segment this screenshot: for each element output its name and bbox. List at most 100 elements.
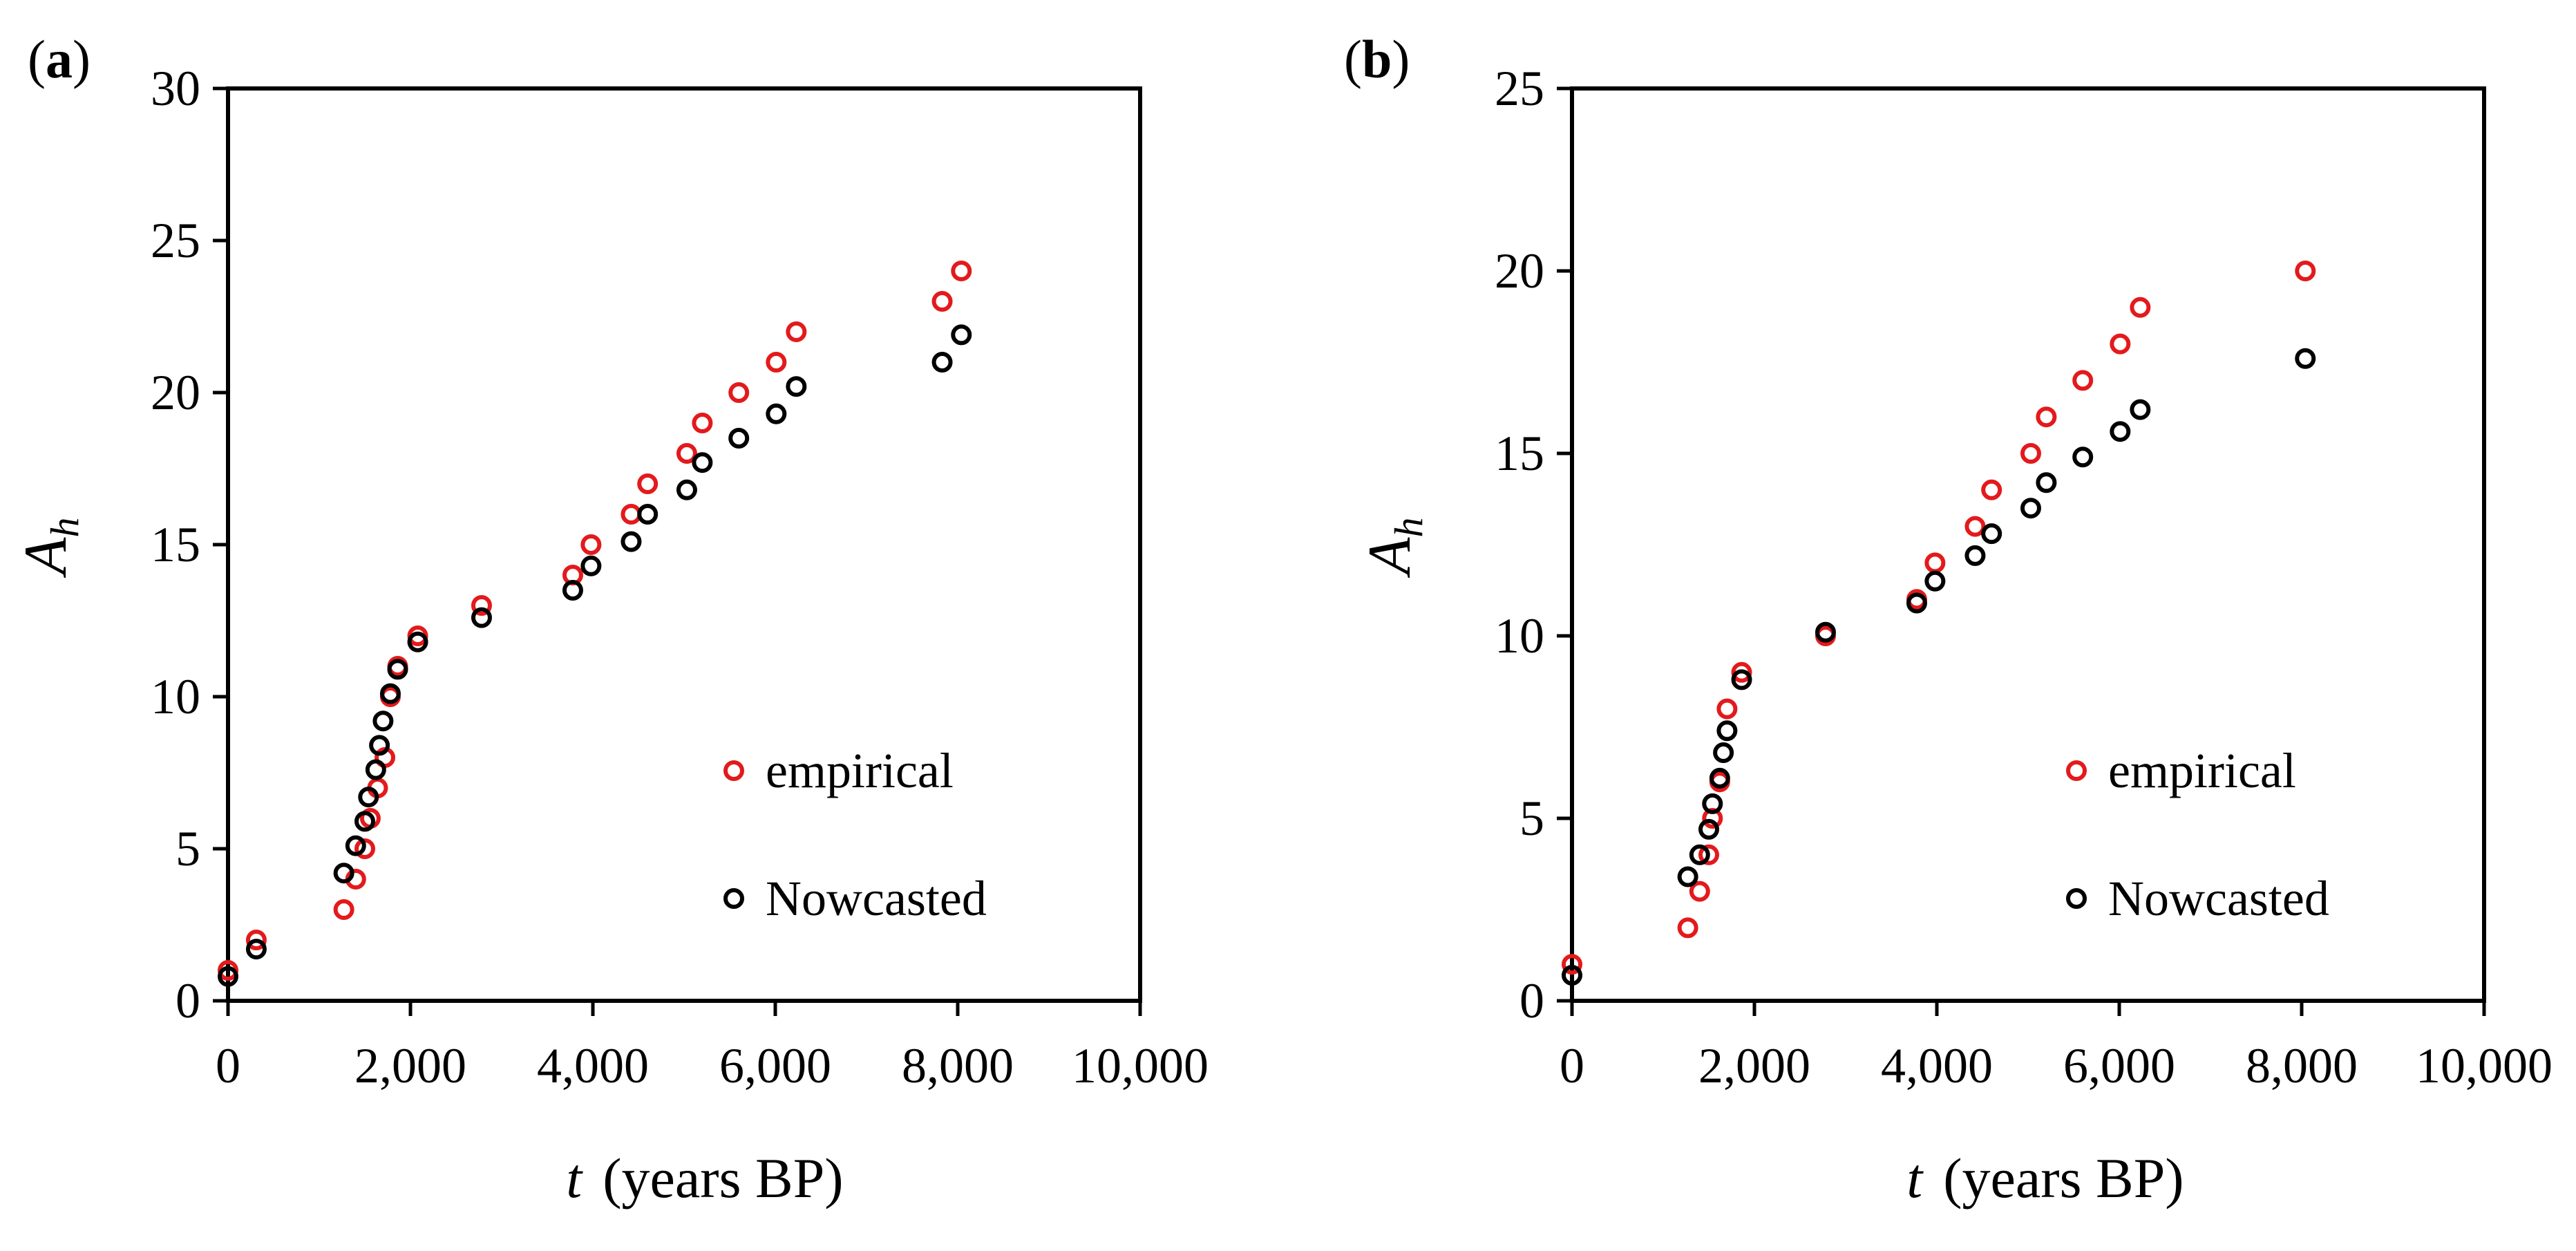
data-point-nowcasted — [728, 428, 750, 449]
data-point-nowcasted — [1709, 767, 1730, 789]
y-tick-label: 20 — [151, 365, 200, 420]
data-point-nowcasted — [2110, 421, 2131, 442]
data-point-empirical — [471, 595, 492, 616]
data-point-nowcasted — [1562, 965, 1582, 986]
y-tick-label: 5 — [176, 821, 200, 876]
data-point-empirical — [2130, 297, 2151, 318]
data-point-empirical — [354, 838, 375, 859]
data-point-empirical — [2020, 443, 2041, 464]
x-tick-label: 6,000 — [2063, 1038, 2175, 1093]
data-point-empirical — [1981, 479, 2002, 500]
y-tick-label: 10 — [151, 669, 200, 724]
data-point-empirical — [1698, 844, 1719, 865]
data-point-nowcasted — [692, 452, 713, 473]
y-axis-title: Ah — [12, 518, 87, 579]
data-point-empirical — [1562, 954, 1582, 975]
y-tick-label: 25 — [1495, 61, 1544, 116]
series-nowcasted — [1562, 348, 2316, 986]
data-point-nowcasted — [387, 659, 408, 680]
data-point-nowcasted — [407, 631, 428, 652]
data-point-nowcasted — [2072, 446, 2094, 468]
data-point-empirical — [2036, 406, 2057, 428]
data-point-empirical — [1924, 552, 1946, 574]
data-point-nowcasted — [786, 376, 807, 397]
data-point-nowcasted — [372, 711, 394, 732]
data-point-empirical — [1731, 661, 1752, 683]
x-tick-label: 0 — [216, 1038, 240, 1093]
data-point-nowcasted — [379, 683, 401, 704]
data-point-nowcasted — [562, 580, 583, 601]
y-tick-label: 30 — [151, 61, 200, 116]
x-axis-title: t (years BP) — [1906, 1147, 2184, 1210]
data-point-empirical — [2072, 370, 2094, 391]
data-point-nowcasted — [1815, 621, 1836, 643]
x-tick-label: 2,000 — [354, 1038, 466, 1093]
x-tick-label: 2,000 — [1698, 1038, 1810, 1093]
data-point-empirical — [951, 261, 972, 281]
y-tick-label: 25 — [151, 213, 200, 268]
data-point-nowcasted — [2130, 399, 2151, 420]
data-point-nowcasted — [369, 735, 390, 756]
y-tick-label: 5 — [1519, 791, 1544, 846]
legend-marker-empirical — [2066, 760, 2087, 781]
data-point-nowcasted — [1924, 570, 1946, 592]
data-point-empirical — [1677, 917, 1698, 939]
data-point-empirical — [580, 534, 602, 555]
series-empirical — [1562, 261, 2316, 975]
data-point-nowcasted — [676, 479, 697, 500]
data-point-nowcasted — [1981, 523, 2002, 545]
x-tick-label: 4,000 — [1881, 1038, 1993, 1093]
data-point-nowcasted — [245, 939, 267, 960]
data-point-empirical — [245, 930, 267, 950]
data-point-nowcasted — [1713, 742, 1734, 763]
data-point-nowcasted — [1731, 669, 1752, 690]
data-point-empirical — [786, 321, 807, 342]
legend-label-empirical: empirical — [766, 743, 954, 798]
data-point-nowcasted — [931, 352, 953, 373]
data-point-empirical — [728, 382, 750, 403]
data-point-empirical — [676, 443, 697, 464]
x-tick-label: 8,000 — [902, 1038, 1014, 1093]
data-point-nowcasted — [1716, 720, 1738, 742]
chart-panel-b: 0 5 10 15 20 25 0 2,000 4,000 6,000 8,000 10,000 (b)… — [1344, 29, 2553, 1210]
data-point-nowcasted — [471, 607, 492, 628]
data-point-nowcasted — [1689, 844, 1710, 865]
x-tick-label: 10,000 — [2416, 1038, 2553, 1093]
y-axis-title: Ah — [1356, 518, 1431, 579]
y-tick-label: 0 — [176, 973, 200, 1028]
data-point-empirical — [1964, 516, 1986, 537]
x-tick-label: 8,000 — [2246, 1038, 2358, 1093]
data-point-empirical — [1716, 698, 1738, 719]
data-point-empirical — [1689, 881, 1710, 902]
data-point-nowcasted — [766, 403, 787, 424]
data-point-empirical — [766, 352, 787, 373]
data-point-empirical — [2295, 261, 2316, 281]
data-point-nowcasted — [218, 966, 238, 987]
legend-marker-nowcasted — [2066, 888, 2087, 909]
x-tick-label: 4,000 — [537, 1038, 649, 1093]
chart-panel-a: 0 5 10 15 20 25 30 0 2,000 4,000 6,000 8,000 10,000 (… — [12, 29, 1209, 1210]
data-point-nowcasted — [2295, 348, 2316, 369]
x-tick-label: 10,000 — [1072, 1038, 1209, 1093]
panel-label: (a) — [28, 29, 91, 89]
y-tick-label: 15 — [151, 517, 200, 572]
data-point-nowcasted — [1964, 545, 1986, 566]
x-tick-label: 6,000 — [719, 1038, 831, 1093]
panel-label: (b) — [1344, 29, 1410, 89]
data-point-nowcasted — [365, 759, 386, 780]
y-tick-label: 0 — [1519, 973, 1544, 1028]
data-point-nowcasted — [951, 324, 972, 346]
data-point-empirical — [621, 504, 642, 525]
legend-label-nowcasted: Nowcasted — [2108, 871, 2329, 926]
data-point-empirical — [637, 473, 659, 494]
x-tick-label: 0 — [1560, 1038, 1584, 1093]
legend: empirical Nowcasted — [2066, 743, 2329, 926]
data-point-nowcasted — [1906, 592, 1927, 614]
y-tick-label: 15 — [1495, 426, 1544, 481]
data-point-empirical — [333, 899, 354, 920]
legend-label-nowcasted: Nowcasted — [766, 871, 987, 926]
data-point-nowcasted — [621, 531, 642, 552]
data-point-empirical — [2110, 333, 2131, 355]
data-point-nowcasted — [1702, 793, 1723, 814]
